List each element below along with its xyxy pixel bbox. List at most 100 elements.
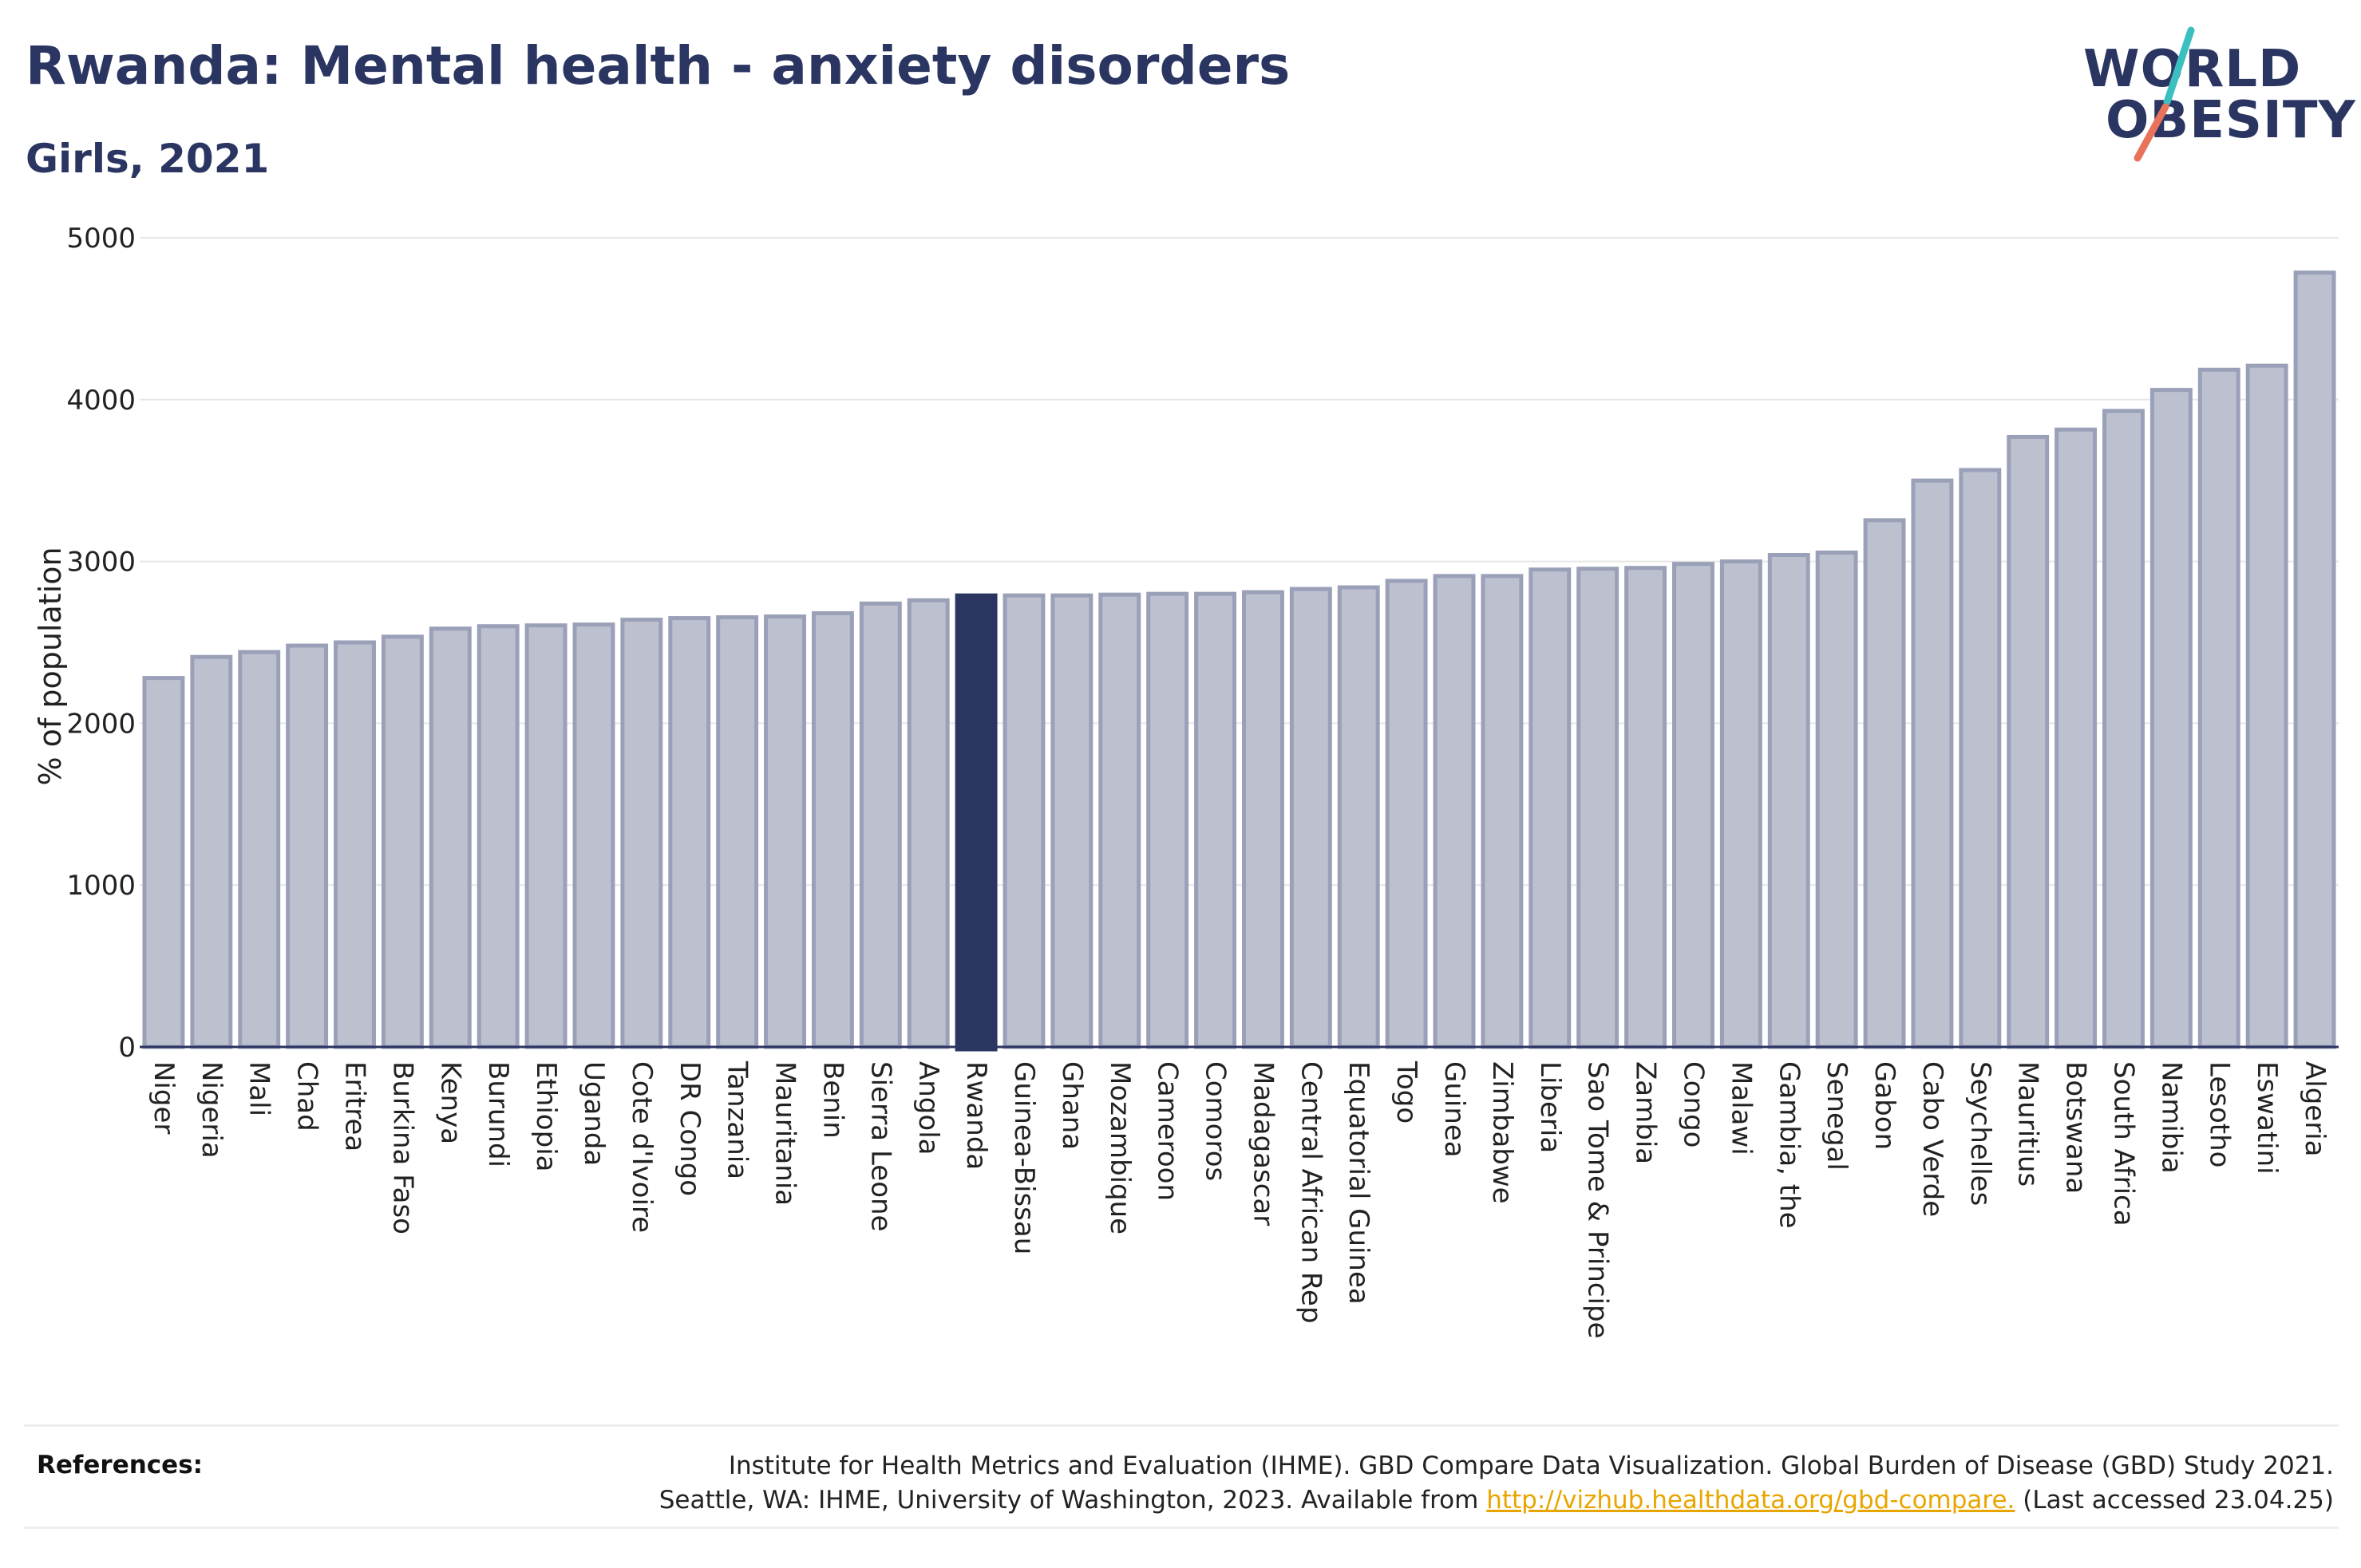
x-tick-label: Comoros	[1200, 1061, 1232, 1181]
bar	[1337, 585, 1380, 1049]
x-tick-label: Mauritius	[2012, 1061, 2044, 1187]
bar	[1911, 478, 1954, 1049]
bar	[859, 601, 902, 1049]
bar	[1815, 550, 1858, 1049]
x-tick-label: Congo	[1677, 1061, 1709, 1147]
x-tick-label: Madagascar	[1247, 1061, 1279, 1226]
references-label: References:	[37, 1451, 204, 1479]
references-text: Institute for Health Metrics and Evaluat…	[659, 1449, 2334, 1518]
x-tick-label: DR Congo	[674, 1061, 706, 1196]
bar	[2149, 388, 2193, 1049]
chart-title: Rwanda: Mental health - anxiety disorder…	[26, 35, 1291, 97]
references-line-2-prefix: Seattle, WA: IHME, University of Washing…	[658, 1486, 1487, 1515]
y-tick-label: 1000	[66, 870, 136, 902]
y-tick-label: 2000	[66, 708, 136, 740]
x-tick-label: Rwanda	[960, 1061, 992, 1170]
x-tick-label: Angola	[912, 1061, 944, 1155]
x-tick-label: Malawi	[1725, 1061, 1757, 1155]
bar	[2055, 427, 2098, 1049]
x-tick-label: Mauritania	[769, 1061, 801, 1206]
x-tick-label: South Africa	[2107, 1061, 2139, 1226]
x-tick-label: Burundi	[482, 1061, 514, 1167]
bar	[2293, 271, 2336, 1049]
x-tick-label: Botswana	[2060, 1061, 2092, 1194]
bar	[334, 640, 376, 1049]
bar	[1194, 591, 1237, 1049]
x-tick-label: Kenya	[434, 1061, 466, 1144]
bar	[238, 650, 281, 1049]
x-tick-label: Algeria	[2299, 1061, 2331, 1156]
bar	[1863, 518, 1906, 1049]
x-tick-label: Central African Rep	[1295, 1061, 1327, 1324]
bar	[2245, 363, 2288, 1049]
x-tick-label: Eswatini	[2251, 1061, 2283, 1175]
x-tick-label: Cabo Verde	[1916, 1061, 1948, 1217]
references-line-1: Institute for Health Metrics and Evaluat…	[728, 1451, 2334, 1480]
bar	[1672, 562, 1714, 1049]
bar	[1050, 593, 1093, 1049]
x-tick-label: Uganda	[578, 1061, 610, 1166]
bar	[1098, 592, 1141, 1049]
y-tick-label: 5000	[66, 223, 136, 255]
bar	[190, 654, 233, 1049]
bar	[477, 624, 520, 1049]
bar	[764, 614, 806, 1049]
x-tick-label: Guinea	[1438, 1061, 1470, 1158]
x-tick-label: Cote d'Ivoire	[626, 1061, 658, 1233]
x-tick-label: Burkina Faso	[386, 1061, 418, 1234]
x-tick-label: Zambia	[1630, 1061, 1662, 1164]
bar	[668, 616, 711, 1049]
bar	[1576, 567, 1619, 1049]
bar	[1767, 552, 1810, 1049]
references-box: References: Institute for Health Metrics…	[24, 1424, 2339, 1529]
x-tick-label: Seychelles	[1964, 1061, 1996, 1206]
logo-line-1: WORLD	[2083, 40, 2302, 99]
x-tick-label: Nigeria	[196, 1061, 227, 1159]
y-axis-label: % of population	[33, 547, 68, 785]
y-tick-label: 0	[118, 1032, 136, 1064]
x-tick-label: Namibia	[2155, 1061, 2187, 1174]
x-tick-label: Sierra Leone	[864, 1061, 896, 1231]
bar	[524, 623, 568, 1049]
bar	[620, 618, 663, 1049]
bar	[1719, 559, 1762, 1049]
bar	[429, 626, 472, 1049]
y-tick-label: 4000	[66, 385, 136, 417]
bar	[716, 615, 759, 1049]
x-tick-label: Benin	[817, 1061, 848, 1139]
x-tick-label: Ghana	[1056, 1061, 1088, 1150]
bar	[1146, 591, 1189, 1049]
x-tick-label: Zimbabwe	[1486, 1061, 1518, 1204]
x-tick-label: Guinea-Bissau	[1008, 1061, 1040, 1254]
bar	[1433, 574, 1476, 1049]
references-line-2: Seattle, WA: IHME, University of Washing…	[659, 1483, 2334, 1518]
logo-slash-icon	[2134, 26, 2195, 162]
x-tick-label: Equatorial Guinea	[1343, 1061, 1374, 1305]
x-tick-label: Eritrea	[339, 1061, 371, 1151]
x-tick-label: Togo	[1390, 1060, 1422, 1124]
bar-chart: 0 1000 2000 3000 4000 5000 % of population Nige…	[33, 223, 2339, 1339]
x-tick-label: Mali	[243, 1061, 275, 1116]
gbd-compare-link[interactable]: http://vizhub.healthdata.org/gbd-compare…	[1486, 1486, 2015, 1515]
x-tick-label: Lesotho	[2203, 1061, 2235, 1167]
x-tick-label: Senegal	[1821, 1061, 1853, 1171]
bar	[1481, 574, 1524, 1049]
bar	[1624, 566, 1667, 1049]
bar	[572, 622, 615, 1049]
bar	[1241, 590, 1284, 1049]
bar	[381, 634, 424, 1049]
x-tick-label: Liberia	[1534, 1061, 1566, 1153]
y-tick-label: 3000	[66, 547, 136, 579]
bar	[2197, 367, 2240, 1049]
bar	[907, 598, 950, 1049]
x-tick-label: Cameroon	[1152, 1061, 1184, 1201]
bar	[1529, 567, 1572, 1049]
bar	[1385, 579, 1428, 1049]
bar	[1959, 468, 2002, 1049]
bar	[1289, 587, 1332, 1049]
x-tick-label: Mozambique	[1104, 1061, 1136, 1234]
bar	[2007, 434, 2050, 1049]
x-tick-label: Niger	[148, 1061, 180, 1134]
x-tick-label: Tanzania	[722, 1060, 753, 1179]
x-tick-label: Gambia, the	[1773, 1061, 1805, 1229]
